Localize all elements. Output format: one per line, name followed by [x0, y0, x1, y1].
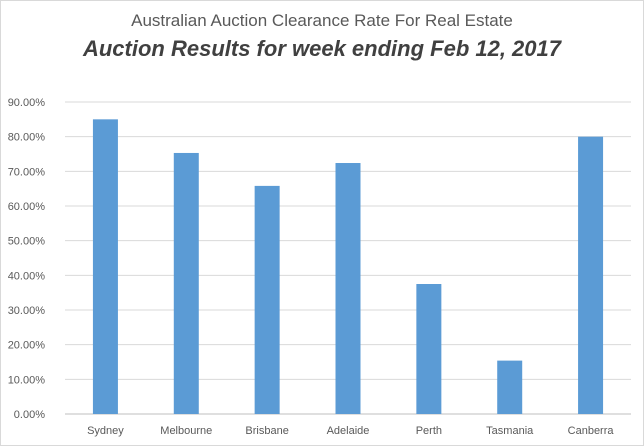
chart-title: Australian Auction Clearance Rate For Re… [131, 11, 513, 30]
x-tick-label: Adelaide [327, 425, 370, 437]
y-tick-label: 0.00% [14, 409, 45, 421]
bar-canberra [578, 136, 604, 414]
y-tick-label: 70.00% [8, 166, 46, 178]
y-tick-label: 30.00% [8, 305, 46, 317]
chart-subtitle: Auction Results for week ending Feb 12, … [82, 36, 562, 61]
bar-perth [416, 284, 442, 414]
bar-melbourne [173, 152, 199, 414]
y-tick-label: 80.00% [8, 132, 46, 144]
y-tick-label: 20.00% [8, 340, 46, 352]
bar-brisbane [254, 185, 280, 414]
y-tick-label: 60.00% [8, 201, 46, 213]
x-tick-label: Tasmania [486, 425, 534, 437]
bar-tasmania [497, 360, 523, 414]
x-tick-label: Sydney [87, 425, 124, 437]
x-tick-label: Melbourne [160, 425, 212, 437]
y-tick-label: 50.00% [8, 236, 46, 248]
x-tick-label: Brisbane [245, 425, 288, 437]
y-tick-label: 90.00% [8, 97, 46, 109]
bar-sydney [92, 119, 118, 414]
x-tick-label: Perth [416, 425, 442, 437]
y-tick-label: 40.00% [8, 270, 46, 282]
x-tick-label: Canberra [568, 425, 615, 437]
y-tick-label: 10.00% [8, 374, 46, 386]
bar-adelaide [335, 163, 361, 414]
